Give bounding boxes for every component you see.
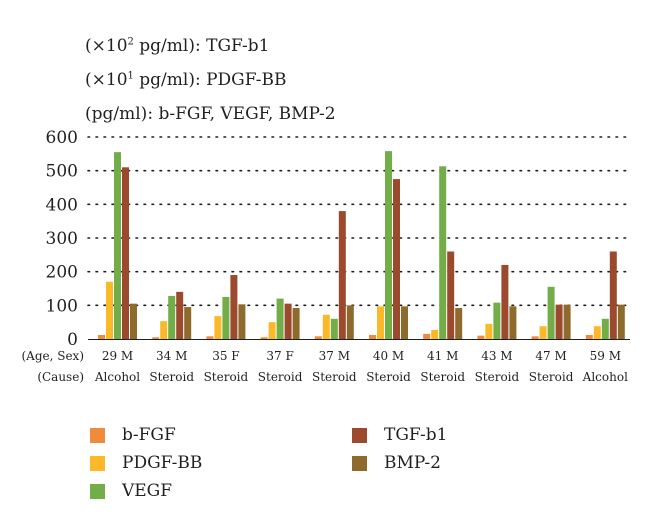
bar bbox=[455, 308, 463, 339]
y-tick-label: 100 bbox=[46, 296, 78, 316]
x-tick-label-age-sex: 43 M bbox=[481, 349, 512, 363]
bar bbox=[423, 333, 431, 339]
bar bbox=[206, 336, 214, 339]
x-tick-label-cause: Steroid bbox=[529, 370, 574, 384]
x-tick-label-cause: Steroid bbox=[204, 370, 249, 384]
legend-swatch bbox=[352, 427, 367, 443]
bar bbox=[501, 264, 509, 339]
bar bbox=[563, 304, 571, 339]
legend-item: b-FGF bbox=[90, 425, 176, 445]
legend-label: PDGF-BB bbox=[122, 453, 203, 473]
bar bbox=[114, 152, 121, 339]
bar bbox=[447, 251, 455, 339]
legend-label: b-FGF bbox=[122, 425, 176, 445]
unit-line-others: (pg/ml): b-FGF, VEGF, BMP-2 bbox=[85, 104, 336, 124]
x-tick-label-age-sex: 47 M bbox=[535, 349, 566, 363]
bar bbox=[260, 337, 268, 339]
bar bbox=[168, 295, 176, 339]
x-tick-label-cause: Steroid bbox=[258, 370, 303, 384]
bar bbox=[222, 296, 230, 339]
unit-line-tgf: (×102 pg/ml): TGF-b1 bbox=[85, 36, 270, 56]
bar bbox=[393, 179, 400, 339]
legend-label: VEGF bbox=[122, 481, 173, 501]
bar bbox=[176, 291, 184, 339]
x-tick-label-cause: Steroid bbox=[312, 370, 357, 384]
y-tick-label: 400 bbox=[46, 195, 78, 215]
bar bbox=[555, 304, 563, 339]
bar bbox=[338, 211, 346, 339]
bar bbox=[330, 318, 338, 339]
row-label: (Age, Sex) bbox=[21, 349, 84, 363]
bar bbox=[509, 306, 517, 339]
x-tick-label-age-sex: 37 F bbox=[266, 349, 293, 363]
bar bbox=[130, 303, 137, 339]
y-tick-label: 300 bbox=[46, 229, 78, 249]
x-tick-label-age-sex: 59 M bbox=[590, 349, 621, 363]
legend-item: VEGF bbox=[90, 481, 172, 501]
y-tick-label: 500 bbox=[46, 162, 78, 182]
x-tick-label-cause: Alcohol bbox=[94, 370, 140, 384]
y-tick-label: 0 bbox=[67, 330, 78, 350]
legend-swatch bbox=[90, 427, 105, 443]
legend-label: TGF-b1 bbox=[384, 425, 448, 445]
bar bbox=[106, 281, 113, 339]
bar bbox=[377, 306, 384, 339]
x-tick-label-cause: Steroid bbox=[475, 370, 520, 384]
legend-label: BMP-2 bbox=[384, 453, 441, 473]
bar bbox=[609, 251, 617, 339]
bar bbox=[314, 336, 322, 339]
bar bbox=[284, 303, 292, 339]
bar bbox=[585, 334, 593, 339]
x-tick-label-age-sex: 41 M bbox=[427, 349, 458, 363]
x-tick-label-cause: Steroid bbox=[420, 370, 465, 384]
bar bbox=[385, 151, 392, 339]
legend-swatch bbox=[352, 455, 367, 471]
bar bbox=[617, 304, 625, 339]
bar bbox=[369, 334, 376, 339]
bar bbox=[292, 308, 300, 339]
bar bbox=[593, 326, 601, 339]
bar bbox=[431, 329, 439, 339]
x-tick-label-cause: Steroid bbox=[149, 370, 194, 384]
legend-swatch bbox=[90, 455, 105, 471]
bar bbox=[322, 314, 330, 339]
bar bbox=[152, 337, 160, 339]
bar bbox=[531, 336, 539, 339]
bar bbox=[477, 335, 485, 339]
legend-item: PDGF-BB bbox=[90, 453, 202, 473]
bar bbox=[184, 307, 192, 339]
bar bbox=[276, 298, 284, 339]
bar bbox=[547, 286, 555, 339]
x-tick-label-cause: Alcohol bbox=[582, 370, 628, 384]
unit-line-pdgf: (×101 pg/ml): PDGF-BB bbox=[85, 70, 287, 90]
x-tick-label-age-sex: 35 F bbox=[212, 349, 239, 363]
bar bbox=[601, 318, 609, 339]
bar bbox=[238, 304, 246, 339]
bar bbox=[401, 306, 408, 339]
x-tick-label-age-sex: 37 M bbox=[319, 349, 350, 363]
x-tick-label-age-sex: 40 M bbox=[373, 349, 404, 363]
legend-swatch bbox=[90, 483, 105, 499]
bar bbox=[439, 166, 447, 339]
x-tick-label-cause: Steroid bbox=[366, 370, 411, 384]
legend-item: BMP-2 bbox=[352, 453, 441, 473]
row-label: (Cause) bbox=[37, 370, 84, 384]
bar bbox=[98, 334, 105, 339]
bar bbox=[493, 302, 501, 339]
bar bbox=[485, 323, 493, 339]
y-tick-label: 600 bbox=[46, 128, 78, 148]
x-tick-label-age-sex: 29 M bbox=[102, 349, 133, 363]
legend-item: TGF-b1 bbox=[352, 425, 447, 445]
x-tick-label-age-sex: 34 M bbox=[156, 349, 187, 363]
y-tick-label: 200 bbox=[46, 263, 78, 283]
bar bbox=[230, 275, 238, 339]
bar bbox=[268, 322, 276, 339]
bar bbox=[160, 321, 168, 339]
bar bbox=[122, 167, 129, 339]
bar bbox=[214, 316, 222, 339]
bar bbox=[346, 305, 354, 339]
bar bbox=[539, 326, 547, 339]
